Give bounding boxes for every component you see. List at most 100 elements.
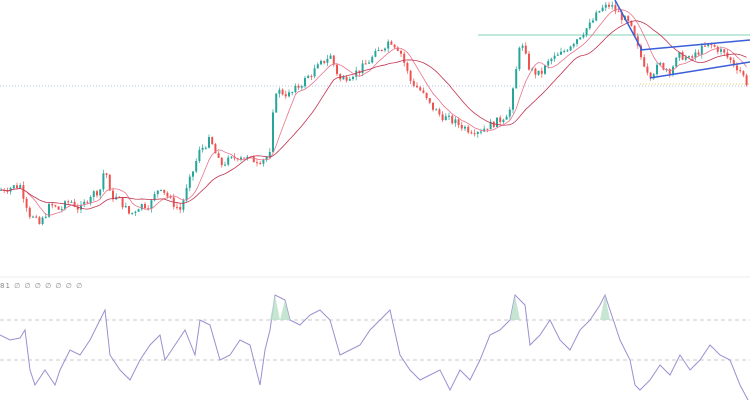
candle-down: [339, 74, 342, 80]
candle-down: [51, 203, 54, 206]
candle-up: [448, 115, 450, 117]
candle-down: [409, 70, 412, 81]
candle-down: [380, 49, 383, 51]
candle-down: [742, 71, 745, 76]
candle-up: [208, 137, 210, 148]
candle-down: [169, 196, 172, 198]
candle-down: [406, 62, 409, 71]
candle-down: [336, 64, 338, 75]
candle-down: [492, 121, 495, 127]
candle-down: [633, 25, 636, 37]
candle-up: [320, 60, 322, 65]
candle-down: [729, 57, 732, 61]
candle-up: [41, 217, 44, 225]
candle-up: [188, 176, 191, 188]
candle-down: [252, 156, 255, 163]
candle-down: [358, 70, 361, 73]
candle-up: [304, 78, 306, 87]
candle-up: [496, 117, 498, 127]
candle-up: [464, 126, 466, 129]
candle-down: [364, 63, 367, 65]
candle-up: [598, 11, 601, 13]
candle-up: [601, 7, 604, 12]
candle-up: [585, 28, 588, 35]
candle-up: [368, 62, 370, 64]
candle-up: [544, 65, 546, 74]
candle-down: [704, 45, 706, 47]
candle-up: [230, 156, 233, 158]
candle-up: [300, 86, 303, 88]
candle-down: [259, 162, 262, 164]
candle-down: [540, 70, 543, 74]
moving-average-1: [0, 8, 747, 216]
candle-up: [19, 185, 22, 188]
candle-down: [112, 190, 114, 200]
channel-lower: [649, 61, 750, 79]
candle-down: [214, 144, 217, 154]
candle-up: [140, 204, 143, 210]
candle-up: [313, 68, 316, 77]
candle-down: [54, 205, 57, 207]
candle-down: [96, 191, 98, 196]
candle-down: [121, 197, 124, 208]
candle-down: [681, 52, 684, 60]
candle-up: [512, 88, 514, 110]
candle-up: [12, 185, 15, 189]
candle-up: [272, 112, 274, 153]
candle-down: [390, 41, 393, 45]
candle-up: [83, 201, 86, 205]
candle-up: [150, 200, 153, 209]
candle-down: [57, 206, 60, 210]
candle-up: [355, 70, 358, 77]
candle-up: [518, 47, 521, 70]
candle-up: [547, 61, 550, 66]
candle-up: [572, 43, 575, 47]
candle-up: [604, 4, 607, 8]
candle-up: [611, 5, 614, 7]
candle-down: [620, 11, 623, 21]
candle-down: [713, 45, 716, 47]
candle-up: [64, 201, 66, 209]
candle-up: [198, 149, 201, 161]
candle-up: [192, 171, 194, 177]
candle-up: [99, 189, 102, 196]
candle-down: [710, 43, 713, 46]
candle-down: [614, 5, 617, 12]
candle-down: [716, 46, 719, 52]
candle-down: [470, 132, 473, 134]
candle-up: [678, 52, 681, 58]
candle-down: [662, 62, 665, 70]
candle-up: [563, 51, 566, 53]
candle-up: [387, 41, 390, 49]
candle-down: [284, 94, 287, 97]
candle-down: [646, 66, 649, 73]
rsi-overbought-fill: [510, 295, 520, 320]
trendline-down: [614, 0, 643, 51]
rsi-line: [0, 293, 749, 400]
rsi-legend: 81 ∅ ∅ ∅ ∅ ∅ ∅ ∅: [0, 282, 84, 290]
candle-up: [374, 51, 377, 57]
rsi-overbought-fill: [280, 300, 290, 320]
candle-up: [480, 131, 482, 133]
candle-down: [345, 77, 348, 81]
candle-down: [147, 208, 150, 210]
candle-up: [134, 211, 137, 213]
candle-up: [454, 119, 457, 124]
candle-down: [73, 201, 76, 207]
candle-down: [310, 75, 313, 77]
candle-up: [483, 128, 486, 132]
candle-up: [521, 45, 524, 48]
candle-down: [627, 16, 630, 21]
candle-up: [502, 119, 505, 122]
candle-up: [595, 12, 598, 21]
candle-up: [550, 58, 553, 62]
candle-up: [89, 196, 92, 203]
candle-up: [224, 164, 226, 166]
candle-up: [60, 208, 63, 210]
candle-down: [38, 217, 41, 225]
candle-up: [204, 147, 207, 149]
candle-up: [291, 92, 294, 94]
candle-up: [579, 37, 582, 40]
